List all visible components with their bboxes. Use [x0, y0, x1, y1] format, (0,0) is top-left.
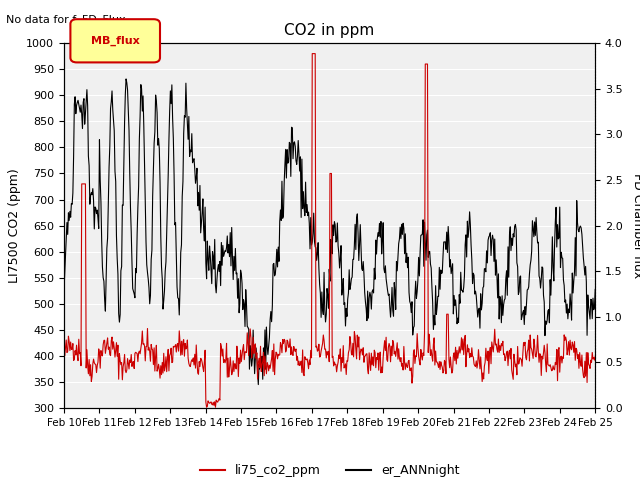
- Y-axis label: LI7500 CO2 (ppm): LI7500 CO2 (ppm): [8, 168, 20, 283]
- Y-axis label: FD Chamber flux: FD Chamber flux: [630, 173, 640, 278]
- Text: MB_flux: MB_flux: [91, 36, 140, 46]
- Legend: li75_co2_ppm, er_ANNnight: li75_co2_ppm, er_ANNnight: [195, 459, 464, 480]
- Title: CO2 in ppm: CO2 in ppm: [284, 23, 375, 38]
- Text: No data for f_FD_Flux: No data for f_FD_Flux: [6, 14, 126, 25]
